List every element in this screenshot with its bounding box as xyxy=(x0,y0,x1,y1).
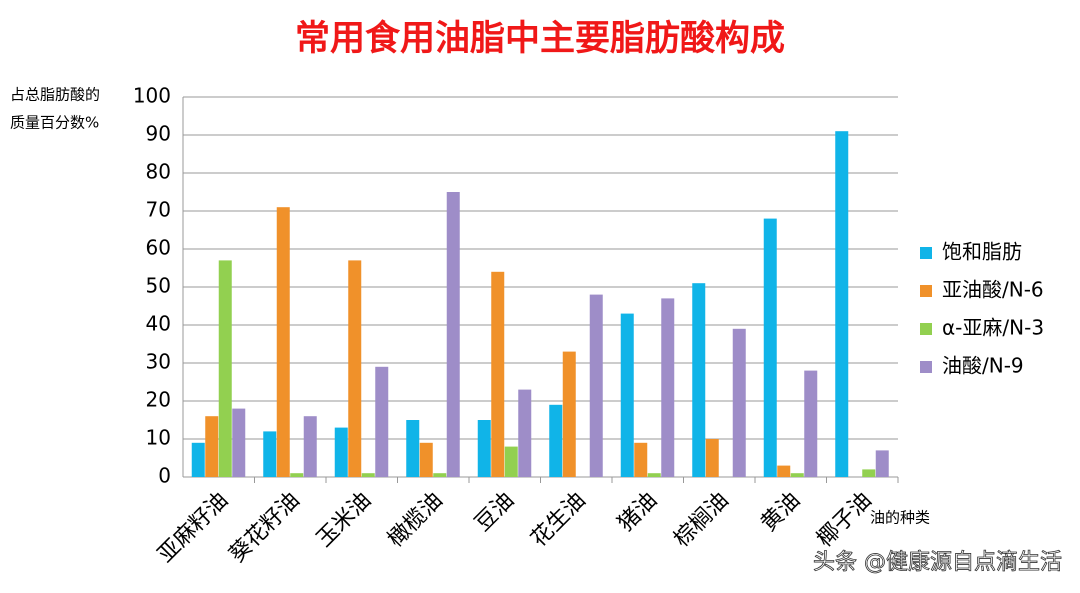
bar xyxy=(205,416,219,477)
x-tick-label: 猪油 xyxy=(613,488,662,537)
y-tick-label: 60 xyxy=(146,236,171,260)
y-tick-label: 50 xyxy=(146,274,171,298)
legend-swatch xyxy=(920,361,932,373)
bar xyxy=(406,420,420,477)
bar xyxy=(705,439,719,477)
bar xyxy=(232,408,246,477)
bar xyxy=(661,298,675,477)
x-tick-label: 橄榄油 xyxy=(383,488,447,552)
bar xyxy=(647,473,661,477)
legend-label: 油酸/N-9 xyxy=(942,354,1024,378)
bar xyxy=(763,218,777,477)
legend-swatch xyxy=(920,247,932,259)
legend-swatch xyxy=(920,285,932,297)
bar xyxy=(634,442,648,477)
bar xyxy=(732,328,746,477)
y-tick-label: 10 xyxy=(146,426,171,450)
x-tick-label: 棕榈油 xyxy=(669,488,733,552)
x-tick-label: 椰子油 xyxy=(812,488,876,552)
legend-swatch xyxy=(920,323,932,335)
bar xyxy=(504,446,518,477)
bar xyxy=(477,420,491,477)
bar xyxy=(263,431,277,477)
y-tick-label: 0 xyxy=(158,464,171,488)
bar xyxy=(375,366,389,477)
bar xyxy=(276,207,290,477)
y-axis-label: 占总脂肪酸的 xyxy=(10,86,100,104)
y-tick-label: 100 xyxy=(133,84,171,108)
bar xyxy=(419,442,433,477)
bar xyxy=(875,450,889,477)
legend-label: α-亚麻/N-3 xyxy=(942,316,1044,340)
y-tick-label: 90 xyxy=(146,122,171,146)
bar xyxy=(562,351,576,477)
x-tick-label: 豆油 xyxy=(470,488,519,537)
chart-title: 常用食用油脂中主要脂肪酸构成 xyxy=(295,18,785,59)
bar xyxy=(790,473,804,477)
x-tick-label: 花生油 xyxy=(526,488,590,552)
bar xyxy=(348,260,362,477)
x-tick-label: 葵花籽油 xyxy=(225,488,305,568)
x-axis-label: 油的种类 xyxy=(870,509,930,527)
y-tick-label: 20 xyxy=(146,388,171,412)
bar xyxy=(290,473,304,477)
bar xyxy=(491,271,505,477)
bar xyxy=(692,283,706,477)
bar xyxy=(549,404,563,477)
y-tick-label: 70 xyxy=(146,198,171,222)
bar xyxy=(191,442,205,477)
bar xyxy=(334,427,348,477)
bar xyxy=(303,416,317,477)
bar xyxy=(446,192,460,477)
y-tick-label: 30 xyxy=(146,350,171,374)
bar xyxy=(804,370,818,477)
x-tick-label: 亚麻籽油 xyxy=(153,488,233,568)
bar xyxy=(620,313,634,477)
legend-label: 饱和脂肪 xyxy=(942,240,1022,264)
bar xyxy=(518,389,532,477)
bar xyxy=(862,469,876,477)
x-tick-label: 黄油 xyxy=(756,488,805,537)
y-tick-label: 80 xyxy=(146,160,171,184)
bar xyxy=(433,473,447,477)
bar xyxy=(218,260,232,477)
bar xyxy=(361,473,375,477)
y-tick-label: 40 xyxy=(146,312,171,336)
watermark: 头条 @健康源自点滴生活 xyxy=(813,550,1062,575)
legend-label: 亚油酸/N-6 xyxy=(942,278,1044,302)
y-axis-label: 质量百分数% xyxy=(10,114,99,132)
bar xyxy=(589,294,603,477)
bar xyxy=(835,131,849,477)
x-tick-label: 玉米油 xyxy=(312,488,376,552)
bar xyxy=(777,465,791,477)
